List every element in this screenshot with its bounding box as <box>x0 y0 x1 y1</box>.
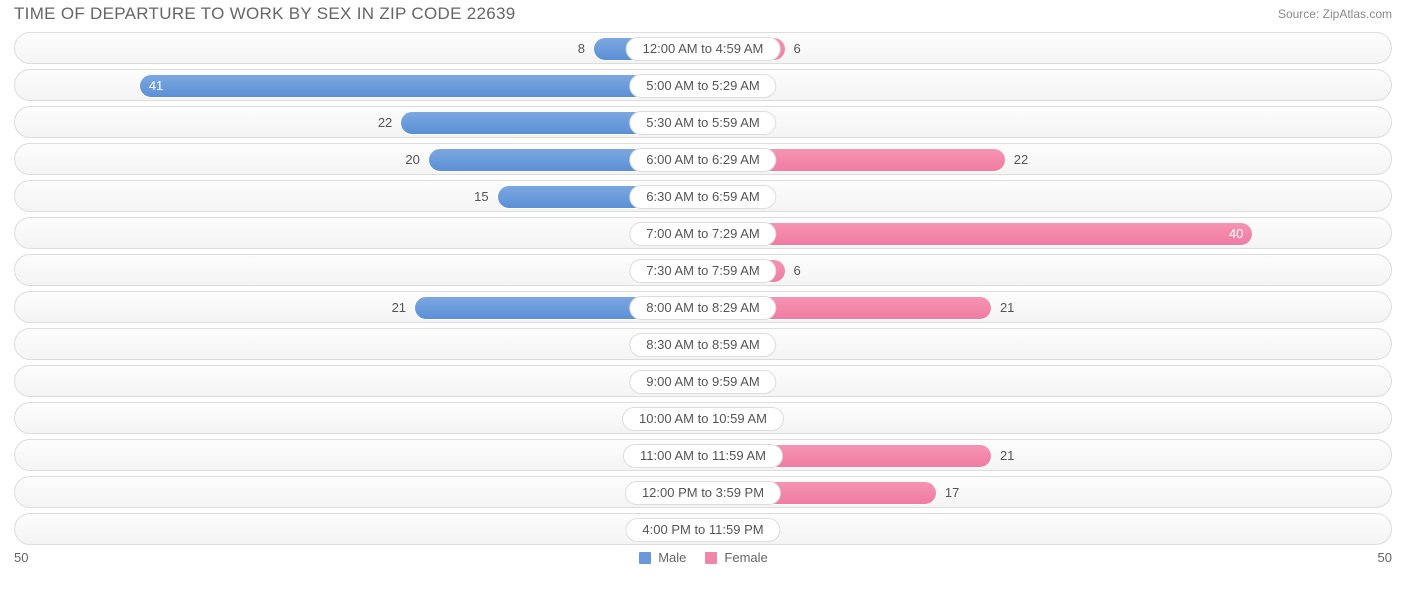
chart-row: 2205:30 AM to 5:59 AM <box>14 106 1392 138</box>
chart-row: 02111:00 AM to 11:59 AM <box>14 439 1392 471</box>
male-bar <box>139 74 703 98</box>
chart-row: 4105:00 AM to 5:29 AM <box>14 69 1392 101</box>
legend-item-male: Male <box>638 550 686 565</box>
chart-title: TIME OF DEPARTURE TO WORK BY SEX IN ZIP … <box>14 4 516 24</box>
category-pill: 12:00 AM to 4:59 AM <box>626 37 781 61</box>
chart-row: 1506:30 AM to 6:59 AM <box>14 180 1392 212</box>
female-value: 21 <box>992 292 1014 324</box>
category-pill: 5:00 AM to 5:29 AM <box>629 74 776 98</box>
male-value: 20 <box>405 144 427 176</box>
chart-row: 20 22 6:00 AM to 6:29 AM <box>14 143 1392 175</box>
category-pill: 12:00 PM to 3:59 PM <box>625 481 781 505</box>
chart-row: 01712:00 PM to 3:59 PM <box>14 476 1392 508</box>
chart-row: 008:30 AM to 8:59 AM <box>14 328 1392 360</box>
legend-male-label: Male <box>658 550 686 565</box>
male-value: 41 <box>139 70 163 102</box>
male-value: 22 <box>378 107 400 139</box>
category-pill: 9:00 AM to 9:59 AM <box>629 370 776 394</box>
female-value: 21 <box>992 440 1014 472</box>
chart-row: 004:00 PM to 11:59 PM <box>14 513 1392 545</box>
category-pill: 5:30 AM to 5:59 AM <box>629 111 776 135</box>
axis-max-right: 50 <box>1332 550 1392 565</box>
category-pill: 4:00 PM to 11:59 PM <box>625 518 780 542</box>
chart-row: 009:00 AM to 9:59 AM <box>14 365 1392 397</box>
diverging-bar-chart: 8612:00 AM to 4:59 AM4105:00 AM to 5:29 … <box>0 32 1406 545</box>
female-value: 40 <box>1229 218 1253 250</box>
female-value: 17 <box>937 477 959 509</box>
male-value: 8 <box>578 33 593 65</box>
female-bar <box>703 222 1253 246</box>
chart-row: 21 21 8:00 AM to 8:29 AM <box>14 291 1392 323</box>
male-value: 21 <box>392 292 414 324</box>
female-swatch-icon <box>704 551 718 565</box>
category-pill: 6:30 AM to 6:59 AM <box>629 185 776 209</box>
category-pill: 7:30 AM to 7:59 AM <box>629 259 776 283</box>
chart-row: 067:30 AM to 7:59 AM <box>14 254 1392 286</box>
category-pill: 8:30 AM to 8:59 AM <box>629 333 776 357</box>
female-value: 22 <box>1006 144 1028 176</box>
chart-row: 0407:00 AM to 7:29 AM <box>14 217 1392 249</box>
male-swatch-icon <box>638 551 652 565</box>
chart-row: 0010:00 AM to 10:59 AM <box>14 402 1392 434</box>
category-pill: 7:00 AM to 7:29 AM <box>629 222 776 246</box>
category-pill: 10:00 AM to 10:59 AM <box>622 407 784 431</box>
category-pill: 11:00 AM to 11:59 AM <box>623 444 783 468</box>
chart-row: 8 612:00 AM to 4:59 AM <box>14 32 1392 64</box>
source-attribution: Source: ZipAtlas.com <box>1278 7 1392 21</box>
category-pill: 8:00 AM to 8:29 AM <box>629 296 776 320</box>
female-value: 6 <box>786 255 801 287</box>
male-value: 15 <box>474 181 496 213</box>
category-pill: 6:00 AM to 6:29 AM <box>629 148 776 172</box>
legend: Male Female <box>638 550 768 565</box>
female-value: 6 <box>786 33 801 65</box>
legend-female-label: Female <box>724 550 767 565</box>
axis-max-left: 50 <box>14 550 74 565</box>
legend-item-female: Female <box>704 550 767 565</box>
